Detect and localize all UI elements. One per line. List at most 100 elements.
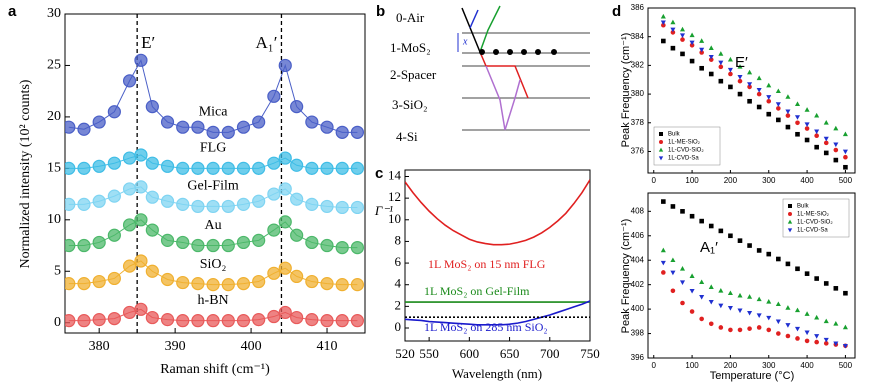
marker [206,125,220,139]
marker [785,94,791,99]
marker [823,318,829,324]
marker [689,32,695,38]
legend-label: 1L-ME-SiO₂ [797,212,830,218]
marker [107,228,121,242]
marker [221,314,235,328]
marker [160,159,175,173]
marker [221,238,235,253]
panel-label: b [376,3,385,20]
marker [145,156,159,170]
marker [785,113,791,118]
marker [728,327,733,333]
marker [680,51,685,57]
marker [842,149,848,155]
marker [122,182,137,196]
marker [785,305,791,310]
marker [278,305,292,320]
y-tick-label: 406 [631,231,645,240]
y-tick-label: 398 [631,329,645,338]
marker [176,275,190,290]
marker [728,84,733,90]
legend-label: 1L-ME-SiO₂ [668,140,701,146]
marker [236,277,251,291]
marker [814,334,820,339]
marker [320,238,334,253]
y-tick-label: 4 [395,276,402,291]
marker [221,199,235,214]
marker [670,288,676,294]
marker [823,341,829,346]
series-label: Mica [199,105,229,120]
marker [335,314,349,328]
marker [221,278,235,292]
marker [843,290,848,296]
marker [77,197,91,211]
marker [708,45,714,51]
marker [718,60,724,66]
marker [728,233,733,239]
marker [842,343,848,349]
marker [727,67,733,73]
series-group [65,53,365,328]
panel-label: a [8,3,17,20]
marker [134,180,148,194]
marker [320,314,334,328]
marker [814,314,820,320]
marker [785,323,791,328]
y-tick-label: 5 [54,263,61,278]
y-axis-label: Γ⁻¹ [374,203,393,218]
marker [659,132,663,136]
marker [689,213,695,219]
marker [833,341,839,347]
y-tick-label: 30 [47,6,61,21]
marker [659,140,663,144]
marker [756,325,762,330]
marker [795,131,800,137]
marker [708,299,714,305]
marker [718,303,724,309]
marker [191,120,205,134]
marker [278,58,292,73]
marker [191,161,205,175]
marker [305,235,319,250]
marker [206,238,220,253]
marker [252,274,266,289]
x-tick-label: 300 [762,176,776,185]
marker [775,88,781,94]
marker [670,45,676,51]
series-group [660,13,848,170]
marker [660,247,666,253]
marker [670,270,676,276]
marker [776,256,781,262]
marker [699,38,705,43]
x-tick-label: 100 [685,361,699,370]
x-tick-label: 380 [89,339,110,354]
marker [689,273,695,278]
x-tick-label: 500 [839,176,853,185]
x-tick-label: 600 [460,346,480,361]
marker [305,274,319,289]
marker [689,288,695,294]
marker [191,277,205,291]
marker [160,115,175,129]
marker [267,309,281,324]
marker [122,151,137,165]
marker [65,161,76,175]
x-tick-label: 550 [419,346,439,361]
marker [804,330,810,336]
layer-label: 0-Air [396,10,425,25]
layer-label: 2-Spacer [390,67,437,82]
marker [823,140,829,146]
marker [699,279,705,285]
marker [350,278,365,292]
marker [747,310,753,316]
marker [191,238,205,253]
marker [794,326,801,332]
x-tick-label: 400 [800,361,814,370]
marker [320,161,334,175]
marker [252,194,266,208]
marker [221,161,235,175]
marker [176,314,190,328]
y-tick-label: 0 [54,315,61,330]
